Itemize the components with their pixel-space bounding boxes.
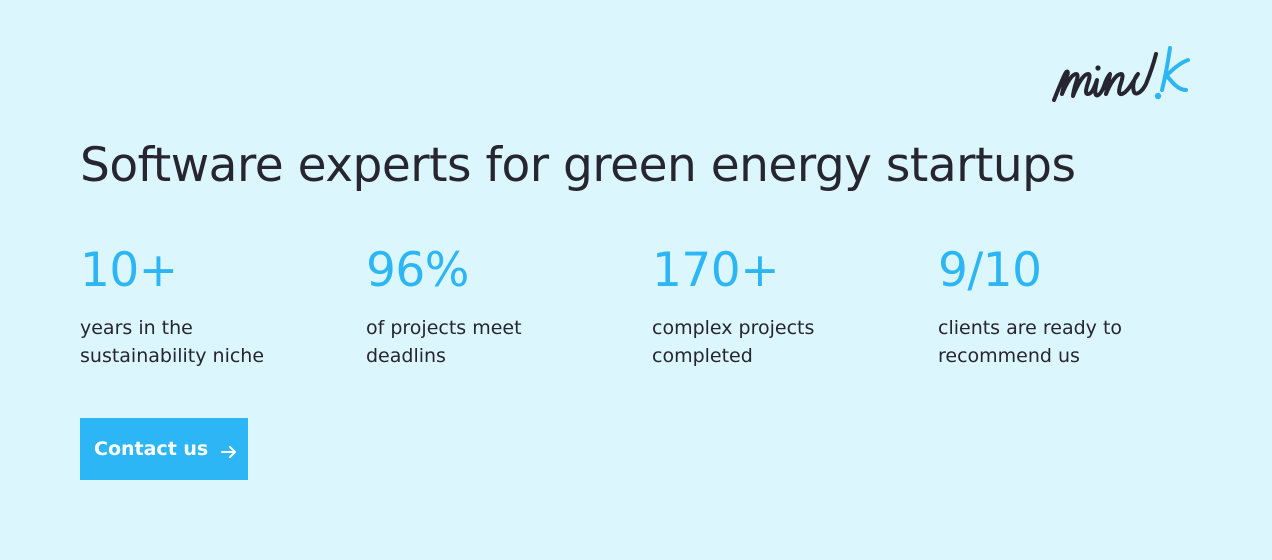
stat-label-line: completed xyxy=(652,345,753,367)
stat-label: of projects meet deadlins xyxy=(366,314,626,370)
stat-label: years in the sustainability niche xyxy=(80,314,340,370)
stat-years: 10+ years in the sustainability niche xyxy=(80,242,340,370)
stat-value: 96% xyxy=(366,243,469,298)
stat-label: complex projects completed xyxy=(652,314,912,370)
stat-label-line: sustainability niche xyxy=(80,345,265,367)
stat-label-line: of projects meet xyxy=(366,317,522,339)
contact-us-button[interactable]: Contact us xyxy=(80,418,248,480)
stat-label-line: complex projects xyxy=(652,317,815,339)
arrow-right-icon xyxy=(220,442,238,458)
stats-row: 10+ years in the sustainability niche 96… xyxy=(80,242,1200,382)
brand-logo xyxy=(1048,40,1198,106)
mindk-logo-mark xyxy=(1052,46,1190,102)
stat-value: 10+ xyxy=(80,243,178,298)
stat-value: 9/10 xyxy=(938,243,1042,298)
stat-label-line: years in the xyxy=(80,317,193,339)
stat-recommend: 9/10 clients are ready to recommend us xyxy=(938,242,1198,370)
stat-label-line: clients are ready to xyxy=(938,317,1123,339)
stat-label: clients are ready to recommend us xyxy=(938,314,1198,370)
stat-label-line: deadlins xyxy=(366,345,446,367)
stat-value: 170+ xyxy=(652,243,780,298)
stat-projects: 170+ complex projects completed xyxy=(652,242,912,370)
stat-label-line: recommend us xyxy=(938,345,1080,367)
page-headline: Software experts for green energy startu… xyxy=(80,138,1076,193)
contact-us-label: Contact us xyxy=(94,438,209,460)
stat-deadlines: 96% of projects meet deadlins xyxy=(366,242,626,370)
